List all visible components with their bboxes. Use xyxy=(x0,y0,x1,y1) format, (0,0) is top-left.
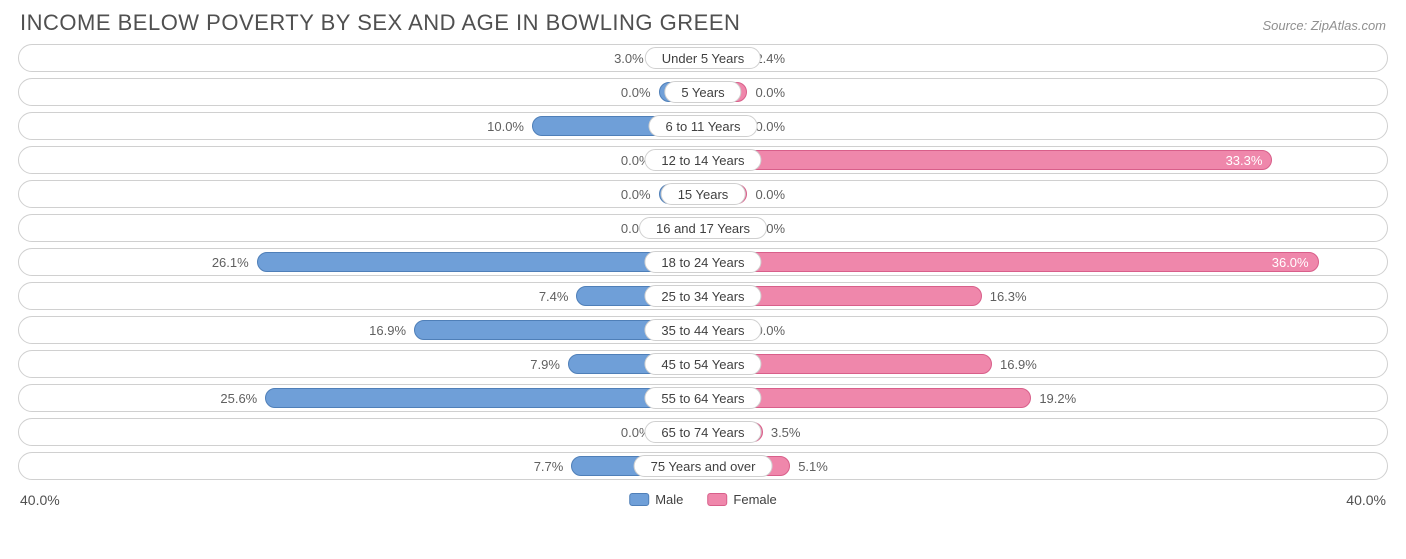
value-label-female: 5.1% xyxy=(790,453,828,479)
chart-title: INCOME BELOW POVERTY BY SEX AND AGE IN B… xyxy=(20,10,740,36)
value-label-female: 33.3% xyxy=(1216,147,1273,173)
chart-row: 10.0%0.0%6 to 11 Years xyxy=(18,112,1388,140)
axis-row: 40.0% Male Female 40.0% xyxy=(0,488,1406,508)
value-label-female: 3.5% xyxy=(763,419,801,445)
value-label-male: 7.9% xyxy=(530,351,568,377)
legend-label-male: Male xyxy=(655,492,683,507)
value-label-female: 16.9% xyxy=(992,351,1037,377)
value-label-male: 7.4% xyxy=(539,283,577,309)
category-label: 18 to 24 Years xyxy=(644,251,761,273)
chart-row: 16.9%0.0%35 to 44 Years xyxy=(18,316,1388,344)
chart-row: 25.6% 19.2% 55 to 64 Years xyxy=(18,384,1388,412)
chart-row: 3.0%2.4%Under 5 Years xyxy=(18,44,1388,72)
legend-swatch-female xyxy=(707,493,727,506)
chart-row: 0.0%0.0%5 Years xyxy=(18,78,1388,106)
value-label-male: 25.6% xyxy=(220,385,265,411)
chart-row: 26.1% 36.0% 18 to 24 Years xyxy=(18,248,1388,276)
chart-row: 7.4% 16.3% 25 to 34 Years xyxy=(18,282,1388,310)
bar-male xyxy=(257,252,703,272)
chart-row: 0.0%33.3%12 to 14 Years xyxy=(18,146,1388,174)
chart-row: 0.0%3.5%65 to 74 Years xyxy=(18,418,1388,446)
category-label: 12 to 14 Years xyxy=(644,149,761,171)
value-label-male: 10.0% xyxy=(487,113,532,139)
category-label: Under 5 Years xyxy=(645,47,761,69)
legend-item-female: Female xyxy=(707,492,776,507)
axis-left-max: 40.0% xyxy=(20,492,60,508)
axis-right-max: 40.0% xyxy=(1346,492,1386,508)
value-label-male: 0.0% xyxy=(621,79,659,105)
chart-row: 7.7% 5.1% 75 Years and over xyxy=(18,452,1388,480)
category-label: 75 Years and over xyxy=(634,455,773,477)
category-label: 5 Years xyxy=(664,81,741,103)
category-label: 55 to 64 Years xyxy=(644,387,761,409)
source-attribution: Source: ZipAtlas.com xyxy=(1262,18,1386,33)
category-label: 16 and 17 Years xyxy=(639,217,767,239)
legend-label-female: Female xyxy=(733,492,776,507)
bar-male xyxy=(265,388,703,408)
chart-area: 3.0%2.4%Under 5 Years0.0%0.0%5 Years10.0… xyxy=(0,42,1406,488)
value-label-male: 26.1% xyxy=(212,249,257,275)
chart-row: 0.0%0.0%16 and 17 Years xyxy=(18,214,1388,242)
legend-item-male: Male xyxy=(629,492,683,507)
chart-row: 0.0% 0.0%15 Years xyxy=(18,180,1388,208)
value-label-female: 16.3% xyxy=(982,283,1027,309)
value-label-female: 0.0% xyxy=(747,79,785,105)
title-bar: INCOME BELOW POVERTY BY SEX AND AGE IN B… xyxy=(0,0,1406,42)
legend-swatch-male xyxy=(629,493,649,506)
category-label: 35 to 44 Years xyxy=(644,319,761,341)
value-label-male: 16.9% xyxy=(369,317,414,343)
value-label-female: 0.0% xyxy=(747,181,785,207)
value-label-male: 0.0% xyxy=(621,181,659,207)
value-label-female: 36.0% xyxy=(1262,249,1319,275)
category-label: 45 to 54 Years xyxy=(644,353,761,375)
category-label: 15 Years xyxy=(661,183,746,205)
value-label-male: 7.7% xyxy=(534,453,572,479)
legend: Male Female xyxy=(629,492,777,507)
bar-female xyxy=(703,150,1272,170)
category-label: 65 to 74 Years xyxy=(644,421,761,443)
value-label-female: 19.2% xyxy=(1031,385,1076,411)
bar-female xyxy=(703,252,1319,272)
category-label: 25 to 34 Years xyxy=(644,285,761,307)
category-label: 6 to 11 Years xyxy=(649,115,758,137)
chart-row: 7.9% 16.9% 45 to 54 Years xyxy=(18,350,1388,378)
